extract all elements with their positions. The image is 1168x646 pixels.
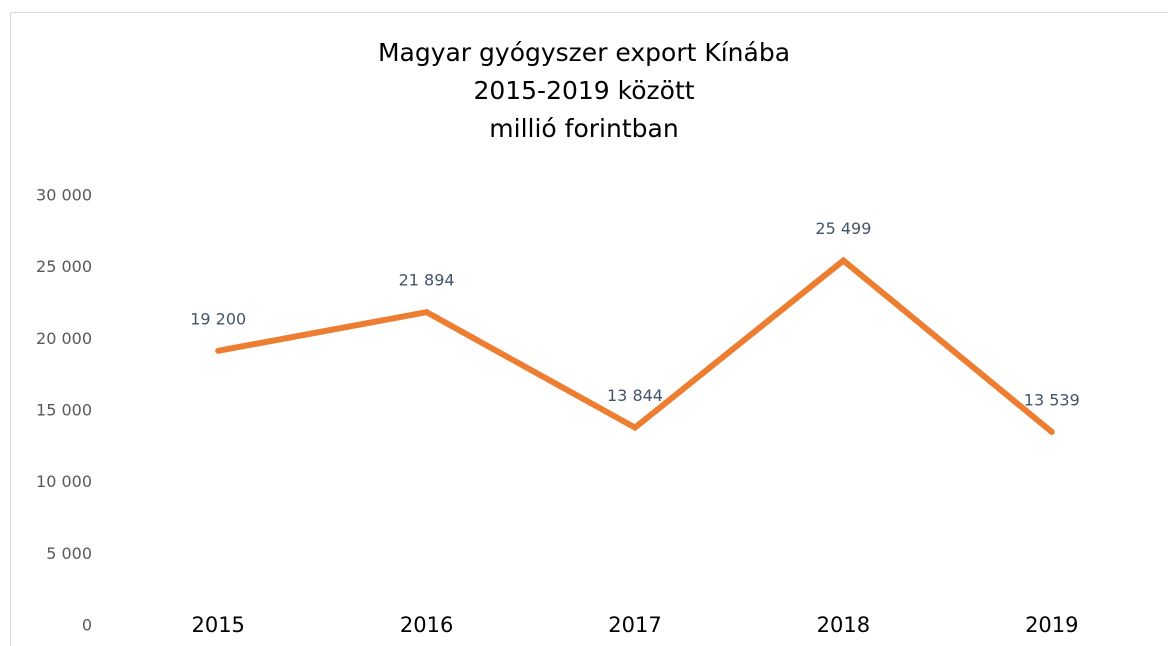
chart-frame bbox=[10, 12, 1168, 646]
y-tick-label: 0 bbox=[82, 616, 92, 635]
data-label: 13 539 bbox=[1024, 390, 1080, 409]
chart-title: millió forintban bbox=[489, 114, 678, 143]
y-tick-label: 25 000 bbox=[36, 257, 92, 276]
chart-title: 2015-2019 között bbox=[473, 76, 694, 105]
data-label: 13 844 bbox=[607, 386, 663, 405]
y-tick-label: 10 000 bbox=[36, 472, 92, 491]
y-tick-label: 30 000 bbox=[36, 186, 92, 205]
series-line bbox=[215, 256, 1055, 435]
data-label: 25 499 bbox=[815, 219, 871, 238]
chart-title: Magyar gyógyszer export Kínába bbox=[378, 38, 790, 67]
x-tick-label: 2017 bbox=[608, 613, 661, 637]
x-tick-label: 2015 bbox=[191, 613, 244, 637]
data-label: 21 894 bbox=[399, 271, 455, 290]
x-tick-label: 2018 bbox=[817, 613, 870, 637]
x-tick-label: 2016 bbox=[400, 613, 453, 637]
y-tick-label: 20 000 bbox=[36, 329, 92, 348]
y-tick-label: 5 000 bbox=[46, 544, 92, 563]
x-tick-label: 2019 bbox=[1025, 613, 1078, 637]
y-tick-label: 15 000 bbox=[36, 401, 92, 420]
data-label: 19 200 bbox=[190, 309, 246, 328]
